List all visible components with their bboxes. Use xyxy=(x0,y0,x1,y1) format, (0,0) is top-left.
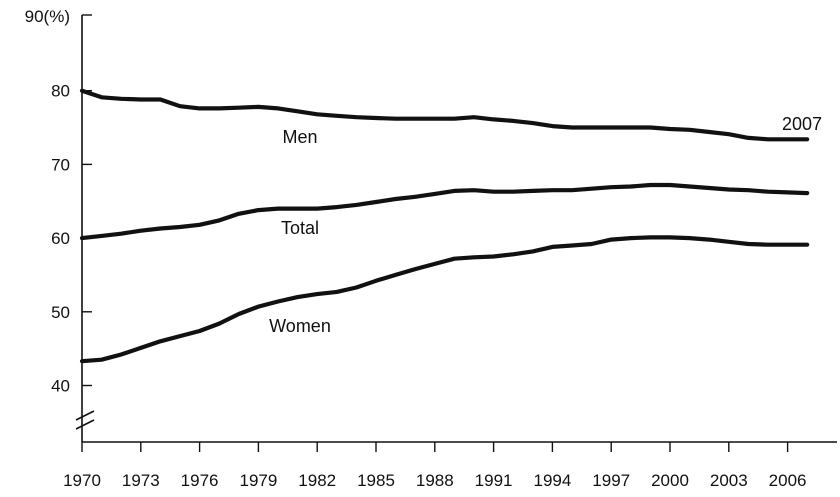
y-axis-break-mark xyxy=(75,410,95,430)
y-tick-label: 50 xyxy=(51,303,70,322)
series-line-men xyxy=(79,88,810,142)
x-tick-label: 1991 xyxy=(475,471,513,490)
x-tick-label: 1973 xyxy=(122,471,160,490)
series-lines xyxy=(79,88,810,364)
y-tick-label: 40 xyxy=(51,377,70,396)
x-tick-label: 1997 xyxy=(592,471,630,490)
y-tick-label: 60 xyxy=(51,229,70,248)
x-tick-label: 1988 xyxy=(416,471,454,490)
x-tick-label: 1985 xyxy=(357,471,395,490)
chart-axes: 90(%) xyxy=(25,7,837,443)
series-label-total: Total xyxy=(281,218,319,238)
series-label-men: Men xyxy=(282,127,317,147)
y-ticks: 40 50 60 70 80 xyxy=(51,82,92,396)
series-line-women xyxy=(79,235,810,364)
series-labels: Men Total Women 2007 xyxy=(269,114,822,336)
x-tick-label: 1970 xyxy=(63,471,101,490)
x-tick-label: 1982 xyxy=(298,471,336,490)
y-tick-label: 70 xyxy=(51,155,70,174)
x-ticks: 1970 1973 1976 1979 1982 1985 1988 1991 1994 1997… xyxy=(63,442,807,490)
x-tick-label: 2006 xyxy=(769,471,807,490)
series-label-women: Women xyxy=(269,316,331,336)
series-line-total xyxy=(79,182,810,241)
end-year-label: 2007 xyxy=(782,114,822,134)
x-tick-label: 1976 xyxy=(181,471,219,490)
x-tick-label: 2003 xyxy=(710,471,748,490)
y-tick-label: 80 xyxy=(51,82,70,101)
y-axis-top-label: 90(%) xyxy=(25,7,70,26)
x-tick-label: 1979 xyxy=(239,471,277,490)
x-tick-label: 1994 xyxy=(533,471,571,490)
x-tick-label: 2000 xyxy=(651,471,689,490)
